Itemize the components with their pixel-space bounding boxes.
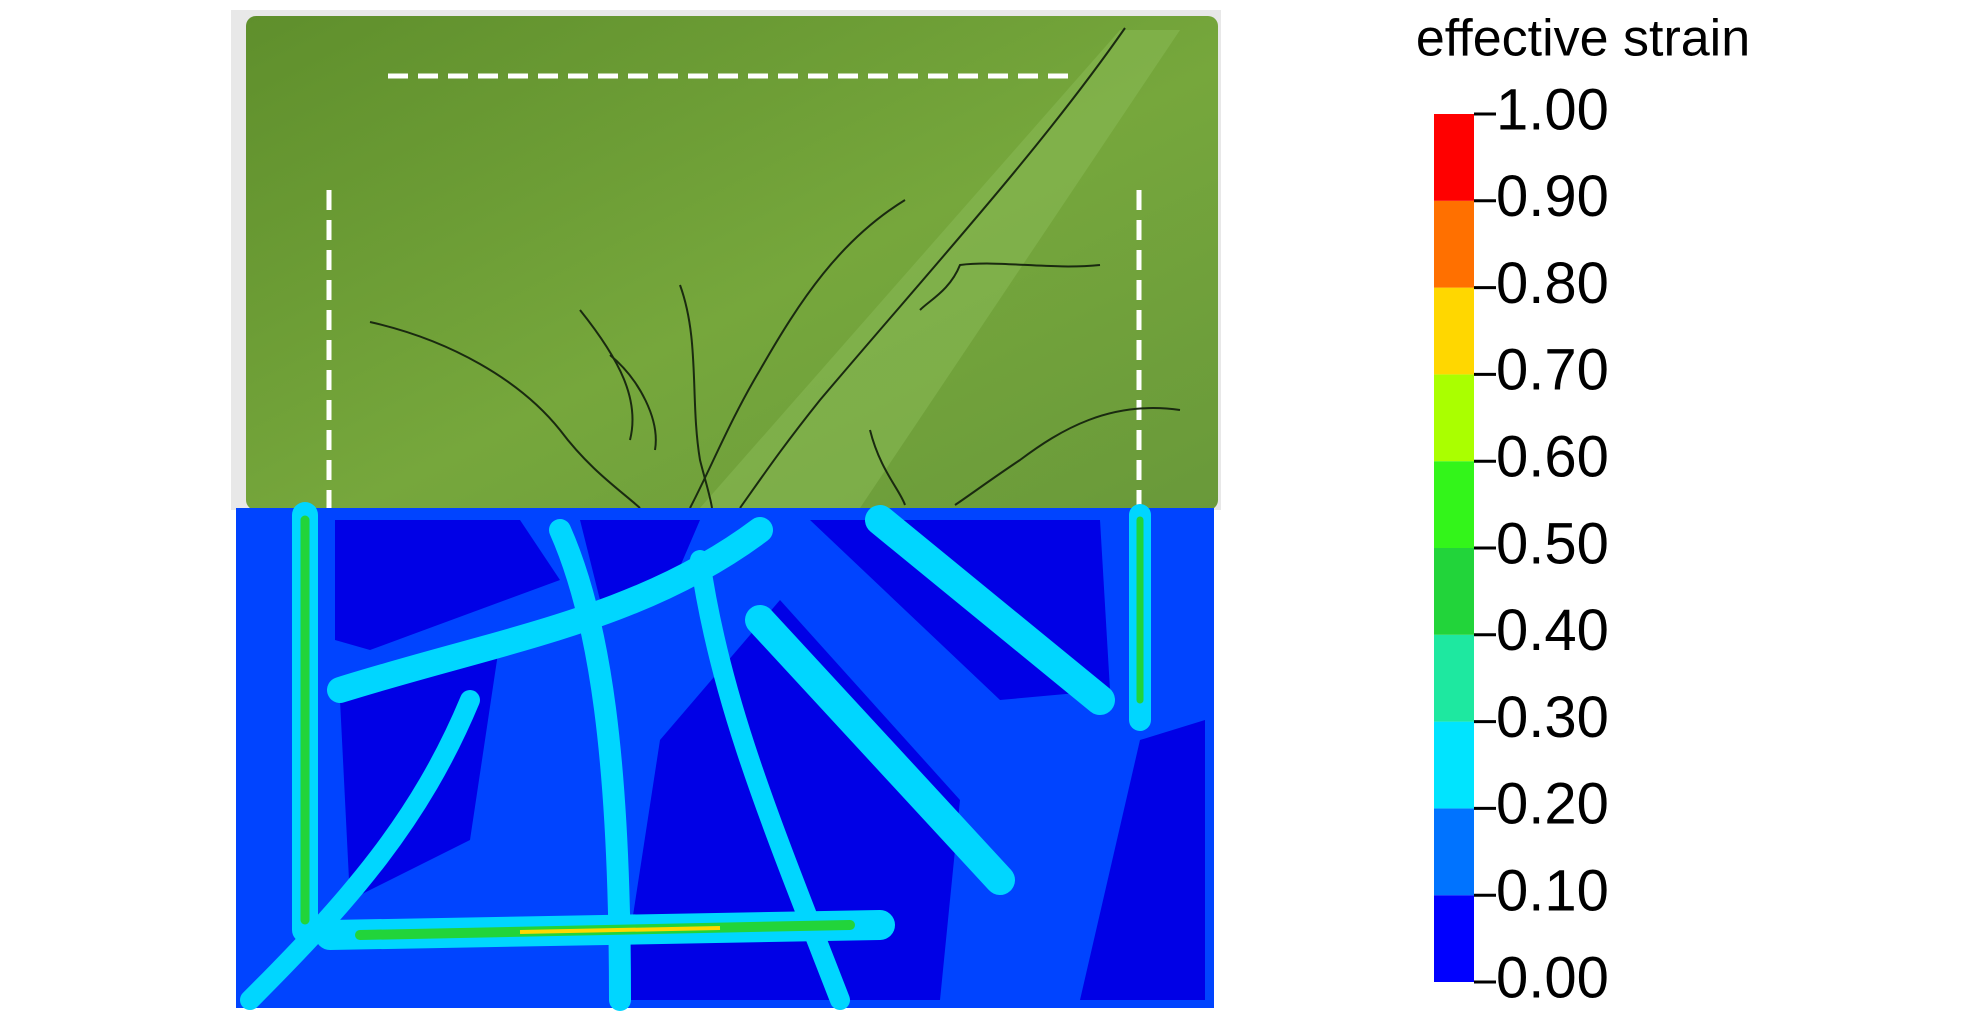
- colorbar-segment: [1434, 634, 1474, 722]
- colorbar-segment: [1434, 200, 1474, 288]
- tick-label: 0.50: [1496, 511, 1609, 576]
- colorbar-segment: [1434, 808, 1474, 896]
- tick-label: 0.40: [1496, 598, 1609, 663]
- peak-strain: [519, 926, 721, 934]
- slab: [246, 16, 1218, 510]
- colorbar: effective strain 0.00 0.10 0.20 0.30 0.40 0.5…: [1416, 10, 1750, 1011]
- tick-label: 0.90: [1496, 164, 1609, 229]
- highlight: [700, 30, 1180, 508]
- tick-label: 0.60: [1496, 425, 1609, 490]
- tick-label: 0.10: [1496, 859, 1609, 924]
- tick-label: 0.80: [1496, 251, 1609, 316]
- tick-label: 0.20: [1496, 772, 1609, 837]
- colorbar-segment: [1434, 114, 1474, 201]
- cracks: [369, 27, 1181, 509]
- tick-label: 0.70: [1496, 338, 1609, 403]
- tick-label: 1.00: [1496, 77, 1609, 142]
- photo: [231, 10, 1221, 510]
- colorbar-segment: [1434, 461, 1474, 548]
- support-lines: [326, 73, 1142, 508]
- tick-label: 0.00: [1496, 945, 1609, 1010]
- colorbar-segment: [1434, 287, 1474, 375]
- tick-label: 0.30: [1496, 685, 1609, 750]
- colorbar-title: effective strain: [1416, 10, 1750, 68]
- colorbar-segment: [1434, 374, 1474, 462]
- colorbar-segment: [1434, 721, 1474, 809]
- contour-plot: [236, 502, 1214, 1011]
- colorbar-segment: [1434, 895, 1474, 982]
- colorbar-segment: [1434, 548, 1474, 635]
